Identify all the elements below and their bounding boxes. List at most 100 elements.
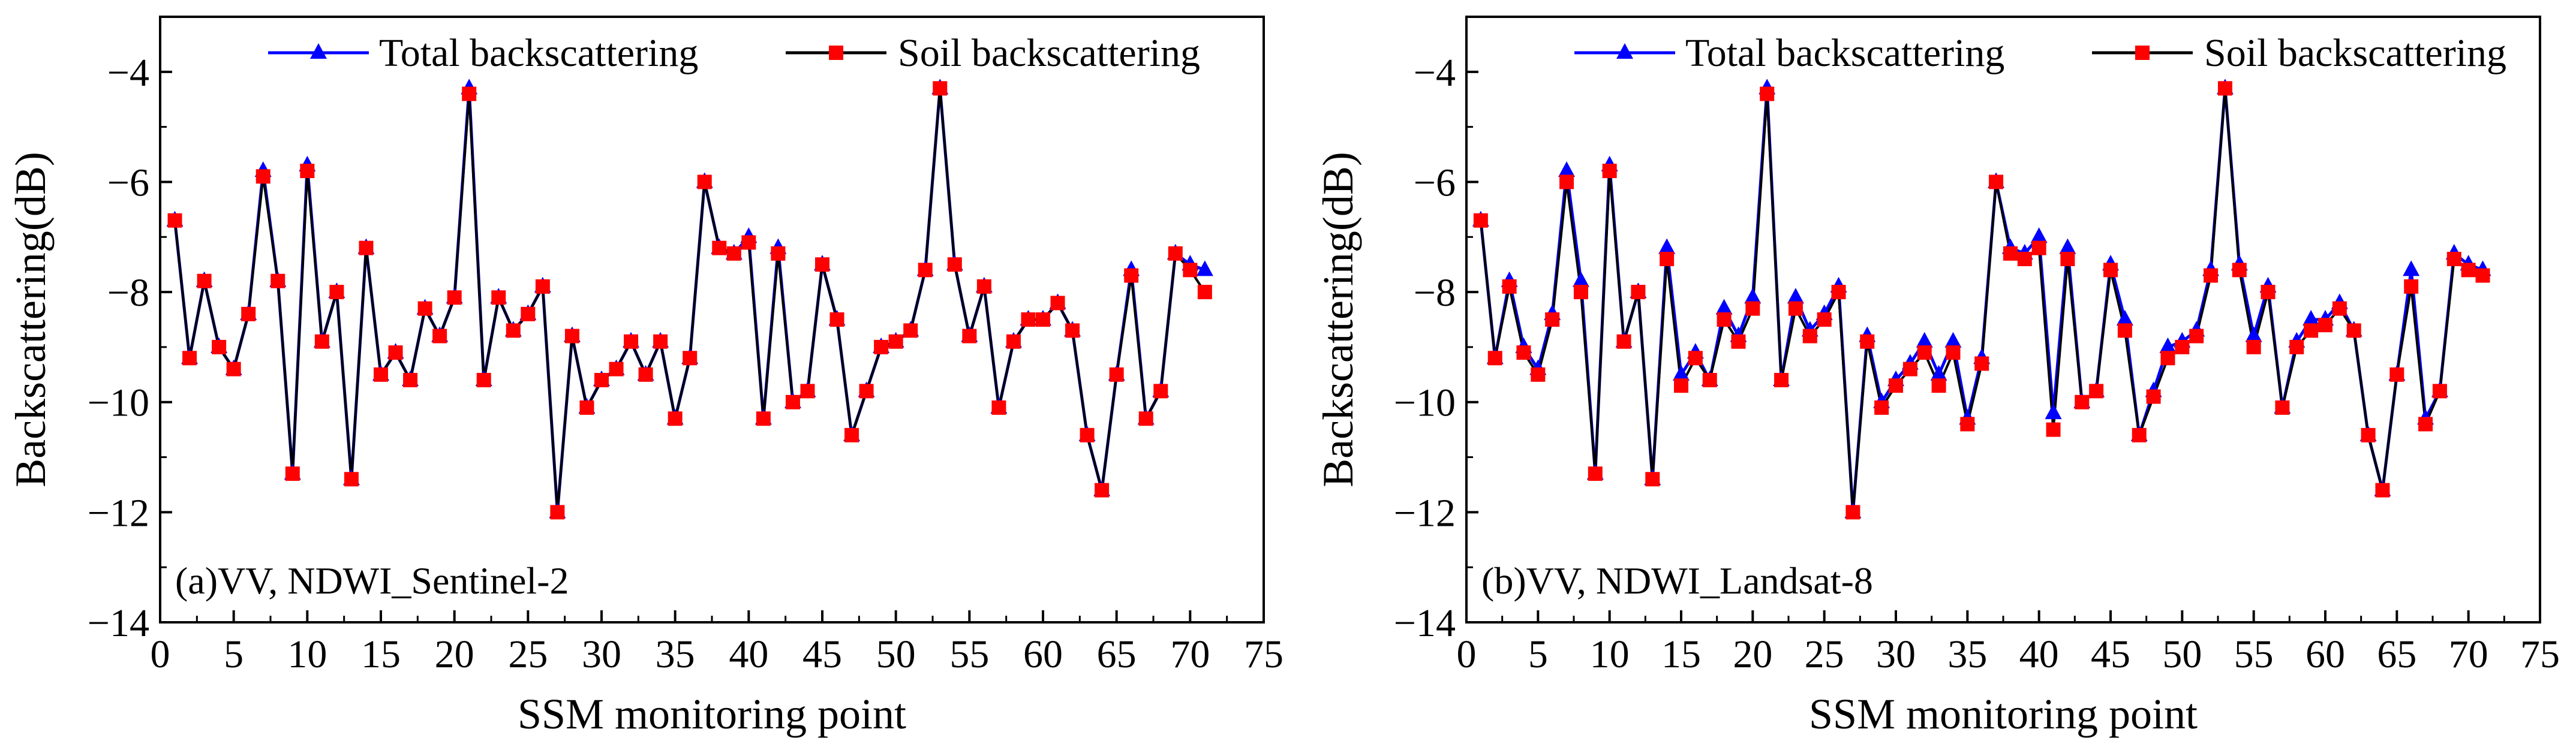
point-soil xyxy=(1760,86,1775,101)
point-soil xyxy=(1960,417,1975,432)
point-soil xyxy=(182,351,197,366)
point-soil xyxy=(388,345,403,360)
x-tick-label: 25 xyxy=(508,632,548,676)
point-soil xyxy=(815,257,829,272)
point-soil xyxy=(1702,373,1717,387)
point-soil xyxy=(1021,312,1036,327)
point-soil xyxy=(2261,285,2276,300)
point-soil xyxy=(976,279,991,294)
series-line-soil xyxy=(173,87,1206,514)
legend: Total backscattering Soil backscattering xyxy=(1574,31,2506,75)
series-layer xyxy=(166,79,1213,520)
x-tick-label: 30 xyxy=(582,632,621,676)
x-tick-label: 10 xyxy=(287,632,327,676)
point-soil xyxy=(270,273,285,288)
series-layer xyxy=(1472,79,2491,520)
point-soil xyxy=(785,394,800,409)
point-soil xyxy=(2060,252,2075,266)
series-line-total xyxy=(1479,86,2484,514)
point-soil xyxy=(2017,252,2032,266)
x-tick-label: 5 xyxy=(224,632,244,676)
point-soil xyxy=(564,329,579,344)
point-total xyxy=(2403,260,2420,276)
point-soil xyxy=(521,306,536,321)
point-soil xyxy=(1138,411,1153,426)
point-soil xyxy=(2404,279,2419,294)
point-soil xyxy=(2204,268,2219,283)
point-soil xyxy=(212,339,227,354)
point-total xyxy=(2045,403,2062,420)
point-total xyxy=(1558,161,1576,177)
point-soil xyxy=(1153,384,1168,399)
point-soil xyxy=(638,367,653,382)
point-soil xyxy=(653,334,668,349)
point-soil xyxy=(462,86,477,101)
x-axis-title: SSM monitoring point xyxy=(1809,690,2198,738)
x-tick-label: 65 xyxy=(2377,632,2416,676)
point-soil xyxy=(1831,285,1846,300)
point-total xyxy=(1944,332,1962,348)
point-soil xyxy=(874,339,889,354)
point-soil xyxy=(1845,505,1860,520)
point-soil xyxy=(1168,246,1183,261)
legend-marker-total-triangle xyxy=(310,43,327,59)
legend-marker-total-triangle xyxy=(1616,43,1633,59)
point-soil xyxy=(2146,389,2161,404)
plot-frame xyxy=(1465,16,2541,624)
point-soil xyxy=(374,367,388,382)
point-soil xyxy=(2418,417,2433,432)
point-total xyxy=(1673,365,1690,381)
point-total xyxy=(1930,365,1947,381)
point-soil xyxy=(1917,345,1932,360)
point-soil xyxy=(1645,472,1660,487)
x-tick-label: 35 xyxy=(656,632,695,676)
y-tick-label: −14 xyxy=(1394,601,1456,645)
point-soil xyxy=(771,246,786,261)
x-tick-label: 65 xyxy=(1097,632,1137,676)
point-soil xyxy=(1602,164,1617,179)
point-soil xyxy=(2346,323,2361,338)
point-soil xyxy=(2361,427,2376,442)
point-soil xyxy=(1902,362,1917,376)
point-soil xyxy=(2246,339,2261,354)
y-tick-label: −8 xyxy=(1414,271,1456,315)
point-soil xyxy=(1473,213,1488,228)
point-soil xyxy=(1660,252,1675,266)
x-tick-label: 45 xyxy=(802,632,842,676)
panel-b-landsat-8: 0 5 10 15 20 25 30 35 40 45 50 55 60 65 70 75 −14 −12 −10 −… xyxy=(1314,16,2560,738)
point-soil xyxy=(417,301,432,316)
point-soil xyxy=(726,246,741,261)
point-soil xyxy=(2089,384,2104,399)
point-total xyxy=(1572,271,1589,287)
point-soil xyxy=(241,306,256,321)
point-soil xyxy=(1080,427,1095,442)
legend-marker-soil-square xyxy=(829,46,843,60)
point-soil xyxy=(1065,323,1080,338)
point-soil xyxy=(1817,312,1832,327)
point-total xyxy=(1715,299,1733,315)
point-soil xyxy=(256,169,270,184)
point-soil xyxy=(888,334,903,349)
point-soil xyxy=(1889,378,1903,393)
point-soil xyxy=(344,472,359,487)
legend-label-soil: Soil backscattering xyxy=(898,31,1200,75)
x-tick-label: 35 xyxy=(1947,632,1987,676)
x-tick-label: 25 xyxy=(1805,632,1844,676)
point-soil xyxy=(903,323,918,338)
legend: Total backscattering Soil backscattering xyxy=(268,31,1200,75)
x-tick-label: 55 xyxy=(949,632,989,676)
point-soil xyxy=(1674,378,1688,393)
point-soil xyxy=(2275,400,2290,415)
point-soil xyxy=(2318,318,2332,333)
point-soil xyxy=(609,362,624,376)
point-soil xyxy=(741,235,756,250)
point-total xyxy=(2159,337,2177,353)
point-soil xyxy=(712,240,727,255)
point-soil xyxy=(2003,246,2018,261)
point-soil xyxy=(550,505,565,520)
point-soil xyxy=(535,279,550,294)
point-soil xyxy=(2461,263,2476,278)
legend-label-soil: Soil backscattering xyxy=(2204,31,2506,75)
point-total xyxy=(1658,238,1676,254)
